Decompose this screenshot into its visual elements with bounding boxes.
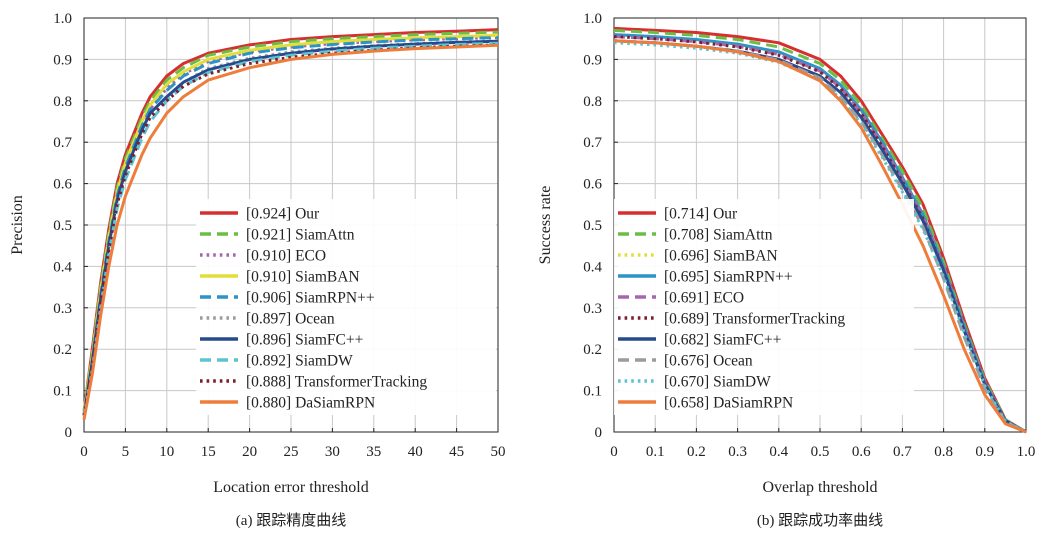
y-tick-label: 0.8	[53, 94, 72, 110]
y-tick-label: 0.6	[583, 177, 602, 193]
series-line-dasiamrpn	[82, 43, 499, 420]
legend-entry: [0.708] SiamAttn	[664, 227, 773, 244]
y-tick-label: 0.9	[53, 52, 72, 68]
legend-entry: [0.670] SiamDW	[664, 374, 771, 391]
x-tick-label: 5	[122, 444, 130, 460]
legend-background	[196, 199, 496, 415]
y-tick-label: 0.6	[53, 177, 72, 193]
legend-entry: [0.691] ECO	[664, 290, 744, 307]
x-tick-label: 0.5	[811, 444, 830, 460]
y-tick-label: 0.3	[53, 301, 72, 317]
x-axis-label: Location error threshold	[213, 479, 369, 496]
y-tick-label: 0.2	[583, 342, 602, 358]
x-tick-label: 40	[408, 444, 423, 460]
series-line-eco	[613, 35, 1027, 434]
legend-entry: [0.880] DaSiamRPN	[246, 395, 375, 412]
x-tick-label: 0.8	[934, 444, 953, 460]
series-line-dasiamrpn	[613, 39, 1027, 434]
x-tick-label: 0.4	[769, 444, 788, 460]
y-tick-label: 0.1	[53, 384, 72, 400]
x-tick-label: 0	[80, 444, 88, 460]
x-tick-label: 0.2	[687, 444, 706, 460]
x-tick-label: 0.6	[852, 444, 871, 460]
y-tick-label: 0.7	[583, 135, 602, 151]
y-tick-label: 0.9	[583, 52, 602, 68]
y-tick-label: 0.7	[53, 135, 72, 151]
legend-entry: [0.910] SiamBAN	[246, 269, 360, 286]
legend-entry: [0.696] SiamBAN	[664, 248, 778, 265]
legend-entry: [0.888] TransformerTracking	[246, 374, 427, 391]
legend-entry: [0.695] SiamRPN++	[664, 269, 793, 286]
y-axis-label: Precision	[9, 195, 26, 255]
legend-entry: [0.906] SiamRPN++	[246, 290, 375, 307]
x-tick-label: 20	[242, 444, 257, 460]
chart-panel-a: 0 5 10 15 20 25 30 35 40 45 50 0 0.1 0.2 0.3 0.4 0.5 0.6 0…	[9, 11, 506, 529]
y-tick-label: 0.3	[583, 301, 602, 317]
legend-entry: [0.892] SiamDW	[246, 353, 353, 370]
legend-entry: [0.921] SiamAttn	[246, 227, 355, 244]
legend: [0.924] Our [0.921] SiamAttn [0.910] ECO [0…	[196, 199, 496, 415]
x-tick-label: 10	[159, 444, 174, 460]
x-tick-label: 50	[491, 444, 506, 460]
x-tick-label: 0	[610, 444, 618, 460]
x-tick-label: 0.1	[646, 444, 665, 460]
x-tick-label: 45	[449, 444, 464, 460]
y-axis-label: Success rate	[537, 186, 554, 265]
legend-entry: [0.896] SiamFC++	[246, 332, 363, 349]
legend-background	[614, 199, 914, 415]
y-tick-label: 0.4	[53, 259, 72, 275]
chart-panel-b: 0 0.1 0.2 0.3 0.4 0.5 0.6 0.7 0.8 0.9 1.0 0 0.1 0.2 0.…	[537, 11, 1035, 529]
x-tick-label: 35	[366, 444, 381, 460]
y-tick-label: 1.0	[583, 11, 602, 27]
series-line-our	[613, 26, 1027, 434]
legend: [0.714] Our [0.708] SiamAttn [0.696] SiamB…	[614, 199, 914, 415]
x-tick-label: 30	[325, 444, 340, 460]
x-tick-label: 15	[201, 444, 216, 460]
y-tick-label: 0	[65, 425, 73, 441]
y-tick-label: 0.4	[583, 259, 602, 275]
legend-entry: [0.910] ECO	[246, 248, 326, 265]
legend-entry: [0.689] TransformerTracking	[664, 311, 845, 328]
y-tick-label: 0.1	[583, 384, 602, 400]
series-line-siamattn	[613, 28, 1027, 434]
x-tick-label: 0.3	[728, 444, 747, 460]
figure-caption: (b) 跟踪成功率曲线	[757, 512, 883, 529]
legend-entry: [0.924] Our	[246, 206, 320, 223]
x-tick-label: 0.9	[975, 444, 994, 460]
figure-caption: (a) 跟踪精度曲线	[236, 512, 346, 529]
y-tick-label: 0	[595, 425, 603, 441]
x-axis-label: Overlap threshold	[762, 479, 877, 496]
legend-entry: [0.897] Ocean	[246, 311, 335, 328]
series-line-siamdw	[613, 41, 1027, 434]
legend-entry: [0.682] SiamFC++	[664, 332, 781, 349]
x-tick-label: 0.7	[893, 444, 912, 460]
y-tick-label: 0.5	[583, 218, 602, 234]
legend-entry: [0.658] DaSiamRPN	[664, 395, 793, 412]
y-tick-label: 0.8	[583, 94, 602, 110]
y-tick-label: 0.2	[53, 342, 72, 358]
y-tick-label: 1.0	[53, 11, 72, 27]
x-tick-label: 25	[284, 444, 299, 460]
x-tick-label: 1.0	[1017, 444, 1036, 460]
legend-entry: [0.676] Ocean	[664, 353, 753, 370]
legend-entry: [0.714] Our	[664, 206, 738, 223]
y-tick-label: 0.5	[53, 218, 72, 234]
